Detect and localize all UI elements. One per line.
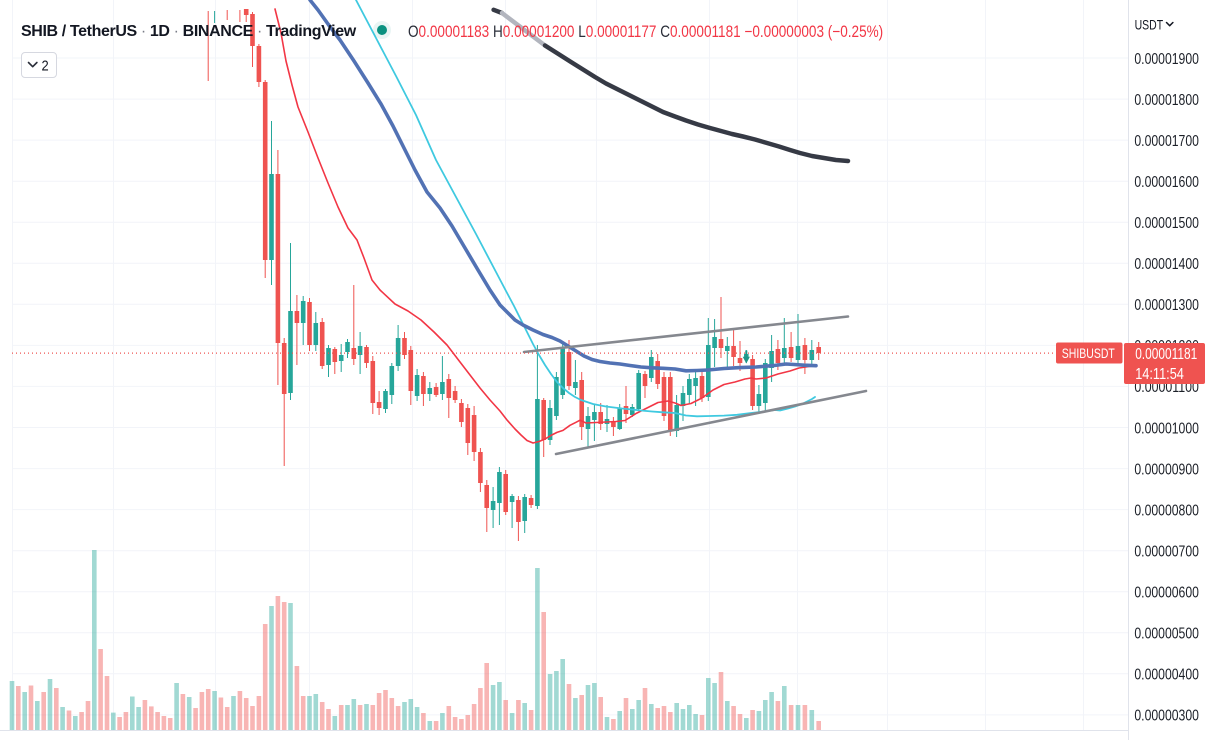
svg-text:0.00000300: 0.00000300 [1134, 708, 1199, 725]
svg-text:0.00001800: 0.00001800 [1134, 92, 1199, 109]
svg-text:0.00001000: 0.00001000 [1134, 420, 1199, 437]
svg-text:0.00001600: 0.00001600 [1134, 174, 1199, 191]
svg-text:SHIBUSDT: SHIBUSDT [1062, 345, 1115, 361]
svg-text:0.00000800: 0.00000800 [1134, 502, 1199, 519]
svg-text:0.00001500: 0.00001500 [1134, 215, 1199, 232]
svg-text:0.00001700: 0.00001700 [1134, 133, 1199, 150]
svg-text:0.00001900: 0.00001900 [1134, 51, 1199, 68]
svg-text:0.00000400: 0.00000400 [1134, 667, 1199, 684]
svg-text:USDT: USDT [1135, 16, 1164, 32]
svg-text:0.00001400: 0.00001400 [1134, 256, 1199, 273]
svg-text:0.00000700: 0.00000700 [1134, 544, 1199, 561]
svg-text:2: 2 [42, 58, 49, 74]
svg-text:0.00001300: 0.00001300 [1134, 297, 1199, 314]
svg-text:14:11:54: 14:11:54 [1135, 366, 1184, 383]
svg-text:0.00000600: 0.00000600 [1134, 585, 1199, 602]
svg-text:0.00001181: 0.00001181 [1135, 346, 1197, 363]
svg-text:0.00000900: 0.00000900 [1134, 461, 1199, 478]
svg-text:0.00000500: 0.00000500 [1134, 626, 1199, 643]
